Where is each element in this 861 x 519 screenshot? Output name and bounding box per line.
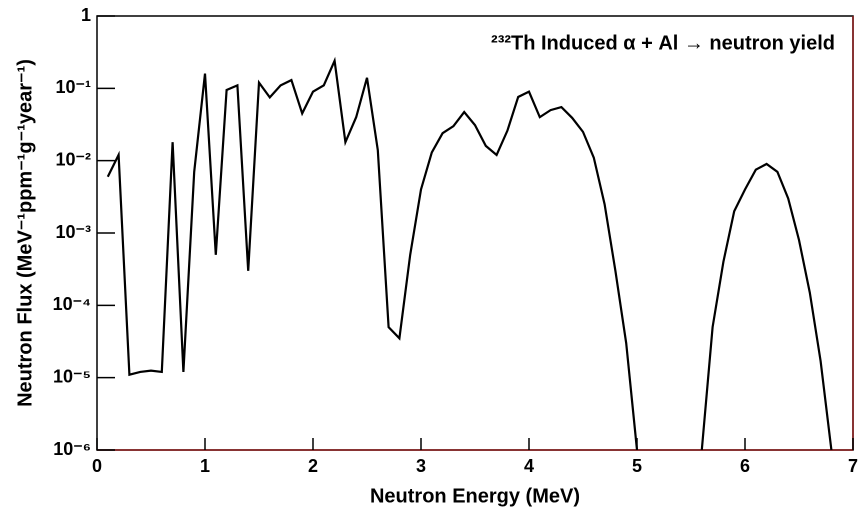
y-tick-label: 10⁻³ [55, 222, 91, 242]
y-tick-label: 10⁻² [55, 149, 91, 169]
x-tick-label: 1 [200, 456, 210, 476]
x-tick-label: 7 [848, 456, 858, 476]
y-tick-label: 10⁻⁴ [53, 294, 91, 314]
y-tick-label: 10⁻⁶ [53, 439, 91, 459]
x-tick-label: 6 [740, 456, 750, 476]
data-line [106, 56, 833, 450]
x-tick-label: 0 [92, 456, 102, 476]
x-axis-label: Neutron Energy (MeV) [370, 485, 580, 507]
x-tick-label: 5 [632, 456, 642, 476]
chart-title: ²³²Th Induced α + Al → neutron yield [491, 32, 835, 54]
plot-frame [96, 15, 854, 451]
y-tick-label: 10⁻⁵ [53, 366, 91, 386]
y-axis-label: Neutron Flux (MeV⁻¹ppm⁻¹g⁻¹year⁻¹) [14, 59, 36, 407]
x-tick-label: 3 [416, 456, 426, 476]
x-tick-label: 2 [308, 456, 318, 476]
x-tick-label: 4 [524, 456, 534, 476]
y-tick-label: 10⁻¹ [55, 77, 91, 97]
y-tick-label: 1 [81, 5, 91, 25]
